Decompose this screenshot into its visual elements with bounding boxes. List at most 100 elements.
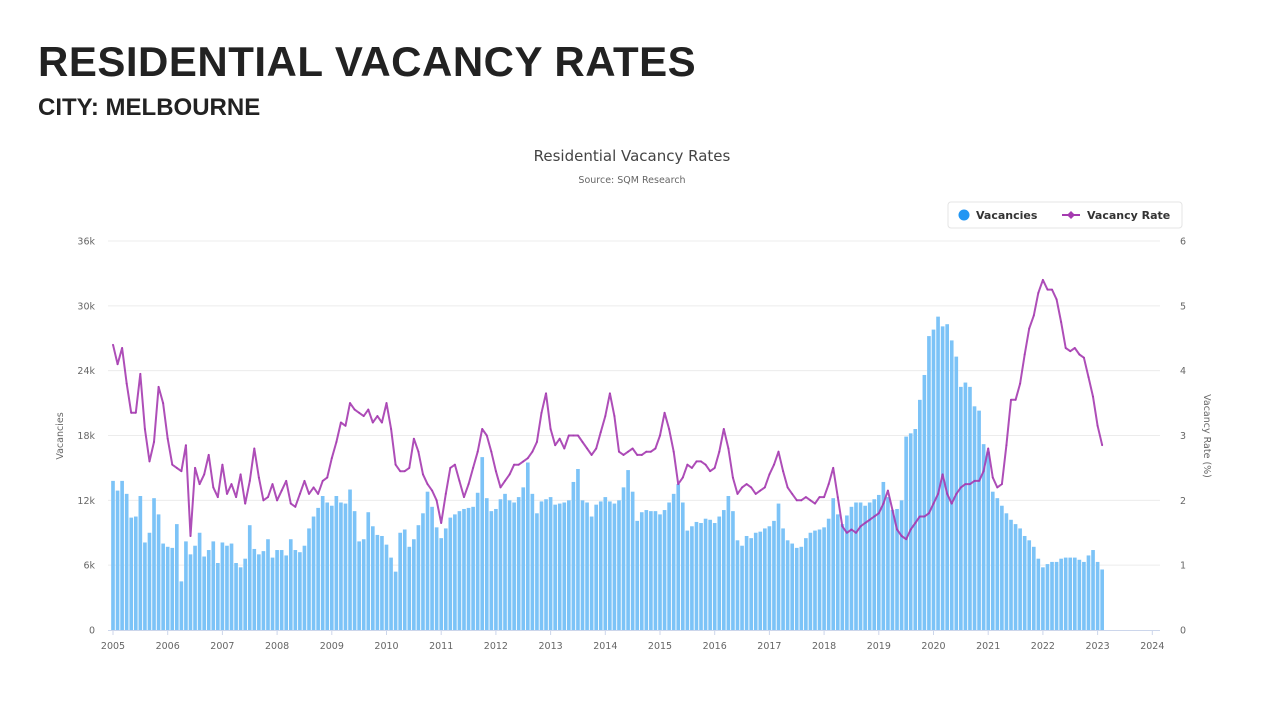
vacancy-rate-point xyxy=(189,535,192,537)
vacancies-bar xyxy=(703,518,708,630)
vacancies-bar xyxy=(753,532,758,630)
vacancies-bar xyxy=(699,523,703,630)
y-right-tick-label: 2 xyxy=(1180,496,1186,507)
vacancy-rate-point xyxy=(358,411,361,414)
vacancy-rate-point xyxy=(276,499,278,502)
vacancy-rate-point xyxy=(239,473,242,476)
vacancy-rate-point xyxy=(390,428,392,430)
vacancies-bar xyxy=(298,552,302,630)
vacancy-rate-point xyxy=(422,473,424,476)
vacancies-bar xyxy=(307,528,311,630)
vacancies-bar xyxy=(990,491,995,630)
vacancies-bar xyxy=(339,502,343,630)
vacancy-rate-point xyxy=(226,492,228,495)
vacancies-bar xyxy=(193,545,197,630)
vacancies-bar xyxy=(111,480,115,630)
vacancy-rate-point xyxy=(499,486,502,489)
vacancy-rate-point xyxy=(900,535,903,537)
vacancies-bar xyxy=(293,550,298,630)
vacancies-bar xyxy=(867,502,872,630)
vacancy-rate-point xyxy=(285,479,288,482)
vacancies-bar xyxy=(325,502,330,630)
x-tick-label: 2010 xyxy=(374,641,398,652)
vacancies-bar xyxy=(402,529,407,630)
vacancies-bar xyxy=(726,496,731,630)
vacancy-rate-point xyxy=(795,499,798,502)
vacancies-bar xyxy=(562,502,567,630)
vacancies-bar xyxy=(781,528,785,630)
vacancy-rate-point xyxy=(513,463,516,466)
vacancies-bar xyxy=(1004,513,1009,630)
vacancies-bar xyxy=(1100,569,1104,630)
vacancy-rate-point xyxy=(1046,288,1049,291)
vacancy-rate-point xyxy=(221,463,224,466)
vacancy-rate-point xyxy=(1073,347,1076,349)
legend-item-vacancies[interactable]: Vacancies xyxy=(958,209,1038,222)
vacancies-bar xyxy=(471,506,475,630)
vacancies-bar xyxy=(617,500,621,630)
vacancy-rate-point xyxy=(495,470,497,473)
vacancy-rate-point xyxy=(175,467,178,469)
vacancy-rate-point xyxy=(827,483,830,486)
x-tick-label: 2024 xyxy=(1140,641,1164,652)
vacancies-bar xyxy=(653,511,658,630)
vacancy-rate-point xyxy=(1096,424,1099,427)
vacancies-bar xyxy=(453,514,457,630)
vacancies-bar xyxy=(977,410,981,630)
vacancies-bar xyxy=(425,491,430,630)
vacancy-rate-point xyxy=(877,512,880,515)
vacancy-rate-point xyxy=(308,492,310,495)
vacancy-rate-point xyxy=(841,525,844,528)
vacancies-bar xyxy=(184,541,188,630)
vacancy-rate-point xyxy=(631,447,634,450)
vacancy-rate-point xyxy=(923,515,926,518)
vacancies-bar xyxy=(516,497,521,630)
legend-label-vacancies: Vacancies xyxy=(976,209,1038,222)
vacancy-rate-point xyxy=(782,470,784,473)
vacancies-bar xyxy=(890,510,895,630)
vacancies-bar xyxy=(927,336,931,630)
x-tick-label: 2016 xyxy=(703,641,727,652)
y-left-tick-label: 18k xyxy=(77,431,95,442)
vacancies-bar xyxy=(334,496,339,630)
vacancy-rate-point xyxy=(909,528,912,531)
vacancies-bar xyxy=(758,531,763,630)
vacancies-bar xyxy=(138,496,143,630)
vacancies-bar xyxy=(288,539,293,630)
vacancy-rate-point xyxy=(832,467,835,469)
vacancies-bar xyxy=(899,500,904,630)
vacancies-bar xyxy=(115,490,120,630)
vacancies-bar xyxy=(567,500,571,630)
legend-item-vacancy-rate[interactable]: Vacancy Rate xyxy=(1062,209,1170,222)
vacancies-bar xyxy=(845,515,849,630)
vacancies-bar xyxy=(1000,505,1004,630)
vacancy-rate-point xyxy=(125,382,128,385)
vacancy-rate-point xyxy=(732,476,734,479)
vacancy-rate-point xyxy=(873,515,876,518)
vacancy-rate-point xyxy=(987,447,990,450)
vacancy-rate-point xyxy=(686,463,689,466)
vacancies-bar xyxy=(585,502,589,630)
vacancy-rate-point xyxy=(918,515,921,518)
vacancies-bar xyxy=(826,518,831,630)
vacancies-bar xyxy=(835,514,840,630)
vacancy-rate-point xyxy=(1037,291,1040,294)
vacancies-bar xyxy=(1022,535,1027,630)
y-right-tick-label: 5 xyxy=(1180,301,1186,312)
vacancies-bar xyxy=(257,554,261,630)
vacancies-bar xyxy=(1031,546,1036,630)
vacancy-rate-point xyxy=(1051,288,1053,291)
vacancies-bar xyxy=(630,491,635,630)
vacancies-bar xyxy=(986,451,991,630)
x-tick-label: 2007 xyxy=(210,641,234,652)
vacancies-bar xyxy=(644,510,649,630)
vacancies-bar xyxy=(1086,555,1091,630)
vacancy-rate-point xyxy=(704,463,707,466)
vacancy-rate-point xyxy=(203,473,206,476)
vacancy-rate-point xyxy=(417,450,420,453)
vacancy-rate-point xyxy=(280,489,283,492)
vacancies-bar xyxy=(639,512,644,630)
vacancies-bar xyxy=(220,542,225,630)
vacancy-rate-point xyxy=(166,437,169,440)
vacancy-rate-point xyxy=(850,528,853,531)
